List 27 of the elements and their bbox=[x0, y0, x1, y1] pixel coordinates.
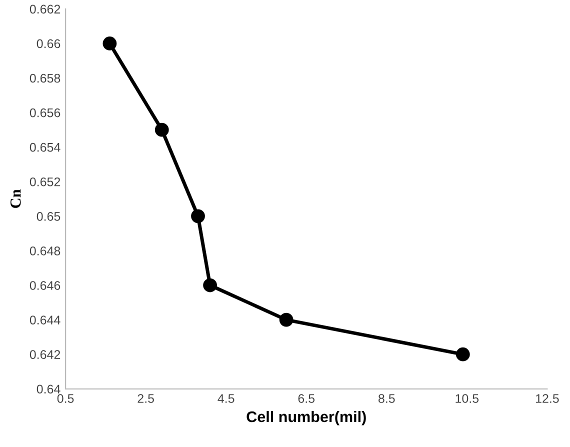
y-tick-label: 0.656 bbox=[30, 108, 60, 118]
y-tick-label: 0.65 bbox=[36, 212, 60, 221]
x-axis-title: Cell number(mil) bbox=[246, 410, 366, 426]
x-tick-label: 12.5 bbox=[536, 394, 559, 403]
y-tick-label: 0.662 bbox=[30, 4, 60, 14]
y-tick-label: 0.646 bbox=[30, 281, 60, 290]
x-tick-label: 6.5 bbox=[298, 394, 315, 403]
x-tick-label: 4.5 bbox=[218, 394, 234, 403]
y-tick-label: 0.658 bbox=[30, 74, 60, 83]
point bbox=[102, 36, 117, 50]
y-tick-label: 0.654 bbox=[30, 142, 60, 152]
point bbox=[154, 122, 169, 137]
x-tick-label: 8.5 bbox=[378, 394, 395, 403]
y-axis-title: Cn bbox=[10, 189, 21, 208]
y-tick-label: 0.642 bbox=[30, 350, 60, 359]
y-tick-label: 0.648 bbox=[30, 246, 60, 256]
point bbox=[456, 347, 470, 362]
y-tick-label: 0.652 bbox=[30, 177, 60, 186]
y-tick-label: 0.64 bbox=[36, 384, 60, 394]
x-tick-label: 0.5 bbox=[57, 394, 74, 403]
y-tick-label: 0.644 bbox=[30, 316, 60, 324]
point bbox=[279, 312, 294, 327]
point bbox=[203, 278, 217, 292]
y-tick-label: 0.66 bbox=[36, 39, 60, 48]
point bbox=[191, 209, 205, 224]
x-tick-label: 2.5 bbox=[138, 394, 154, 403]
x-tick-label: 10.5 bbox=[456, 394, 479, 403]
